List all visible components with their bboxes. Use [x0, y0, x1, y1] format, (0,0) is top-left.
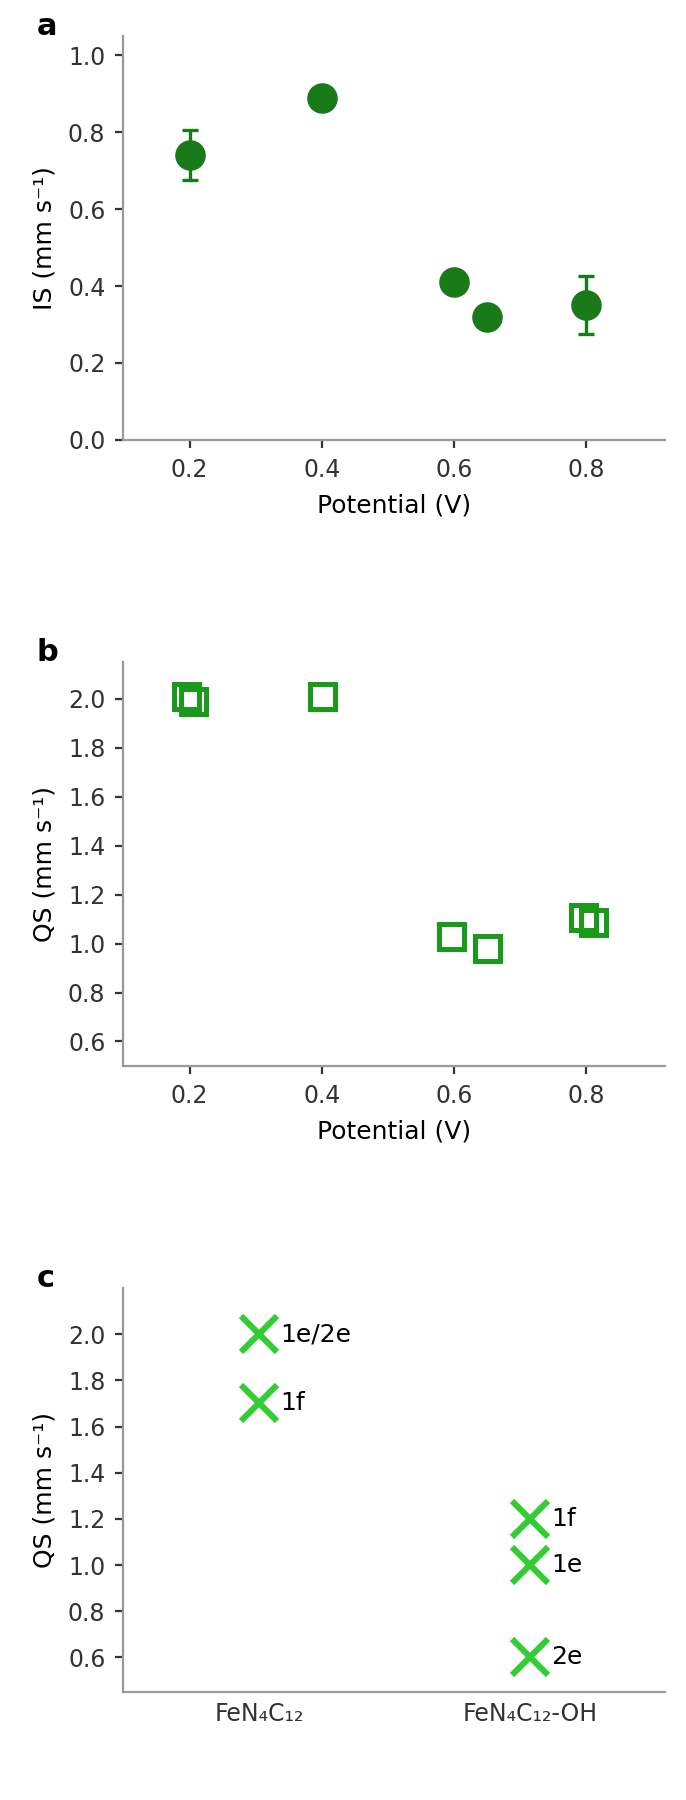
Y-axis label: IS (mm s⁻¹): IS (mm s⁻¹) [33, 166, 57, 310]
Text: 1f: 1f [552, 1507, 576, 1530]
Text: 1e/2e: 1e/2e [281, 1323, 352, 1346]
Text: b: b [37, 637, 58, 666]
Text: 2e: 2e [552, 1645, 583, 1669]
X-axis label: Potential (V): Potential (V) [318, 1120, 471, 1143]
Text: 1e: 1e [552, 1553, 583, 1577]
Text: 1f: 1f [281, 1391, 305, 1415]
Text: a: a [37, 13, 57, 41]
X-axis label: Potential (V): Potential (V) [318, 493, 471, 517]
Y-axis label: QS (mm s⁻¹): QS (mm s⁻¹) [33, 787, 57, 941]
Text: c: c [37, 1264, 55, 1292]
Y-axis label: QS (mm s⁻¹): QS (mm s⁻¹) [33, 1411, 57, 1568]
